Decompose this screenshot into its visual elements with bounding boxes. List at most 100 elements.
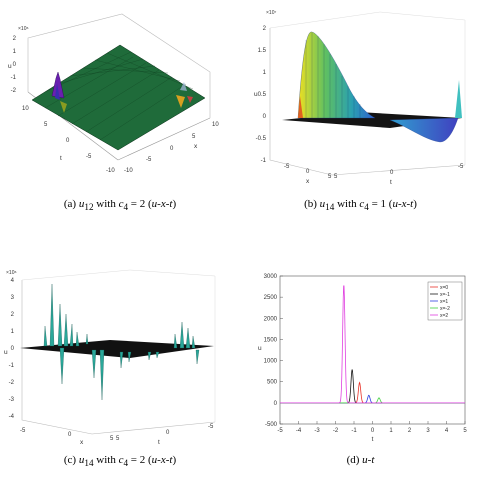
scale-label-a: ×10⁶ [18,26,29,32]
legend-label-3: x=-2 [440,306,450,312]
x-ticks-a: 10 5 0 -5 -10 [124,122,219,174]
svg-text:0: 0 [390,170,394,176]
svg-text:0: 0 [66,138,70,144]
series-line-0 [280,381,465,404]
z-ticks-a: 2 1 0 -1 -2 [11,36,17,94]
svg-text:0.5: 0.5 [258,92,267,98]
z-ticks-c: 4 3 2 1 0 -1 -2 -3 -4 [9,278,15,420]
t-label-c: t [158,439,160,446]
svg-text:0: 0 [263,114,267,120]
svg-text:0: 0 [13,62,17,68]
svg-text:0: 0 [11,346,15,352]
series-line-1 [280,369,465,404]
x-tick-label-5: 0 [371,428,375,434]
legend-label-2: x=1 [440,299,448,305]
svg-text:0: 0 [68,432,72,438]
surface-plot-b: ×10⁷ 2 1.5 1 0.5 0 -0.5 -1 u -5 0 5 x 5 … [254,10,466,186]
x-tick-label-1: -4 [296,428,302,434]
y-tick-label-7: 3000 [264,274,278,280]
x-label-c: x [80,439,84,446]
svg-text:5: 5 [116,436,120,442]
z-label-c: u [4,349,8,356]
scale-label-b: ×10⁷ [266,10,276,16]
y-tick-label-0: -500 [265,422,278,428]
svg-text:5: 5 [110,436,114,442]
svg-text:-1: -1 [11,75,17,81]
svg-text:5: 5 [328,174,332,180]
svg-text:0: 0 [170,146,174,152]
svg-text:5: 5 [334,174,338,180]
t-label-a: t [60,155,62,162]
y-axis-label: u [258,345,262,352]
x-label-b: x [306,178,310,185]
panel-d: -500 0 500 1000 1500 2000 2500 3000 -5 -4 -3 -2 -1 0 1… [240,262,481,478]
x-ticks-c: -5 0 5 [20,428,114,442]
svg-text:5: 5 [44,122,48,128]
svg-text:0: 0 [166,430,170,436]
svg-text:-5: -5 [86,154,92,160]
legend-label-1: x=-1 [440,292,450,298]
svg-text:-5: -5 [284,164,290,170]
panel-c: ×10⁶ 4 3 2 1 0 -1 -2 -3 -4 u -5 0 5 x 5 … [0,262,240,478]
svg-text:1.5: 1.5 [258,48,267,54]
svg-text:-5: -5 [146,157,152,163]
svg-text:-1: -1 [9,363,15,369]
svg-text:3: 3 [11,295,15,301]
surface-plot-a: ×10⁶ 2 1 0 -1 -2 u 10 5 0 -5 -10 t 10 5 … [8,13,219,174]
caption-c: (c) u14 with c4 = 2 (u-x-t) [63,454,177,469]
y-tick-label-3: 1000 [264,359,278,365]
caption-d: (d) u-t [346,454,375,466]
z-ticks-b: 2 1.5 1 0.5 0 -0.5 -1 [256,26,267,164]
svg-text:2: 2 [11,312,15,318]
svg-text:10: 10 [212,122,219,128]
series-line-3 [280,397,465,404]
x-label-a: x [194,143,198,150]
legend-label-4: x=2 [440,313,448,319]
svg-text:-10: -10 [124,168,133,174]
surface-plot-c: ×10⁶ 4 3 2 1 0 -1 -2 -3 -4 u -5 0 5 x 5 … [4,269,216,446]
svg-text:4: 4 [11,278,15,284]
x-ticks-b: -5 0 5 [284,164,332,180]
line-chart-d: -500 0 500 1000 1500 2000 2500 3000 -5 -4 -3 -2 -1 0 1… [258,274,467,443]
svg-text:1: 1 [11,329,15,335]
svg-text:-4: -4 [9,414,15,420]
x-tick-label-8: 3 [426,428,430,434]
svg-text:-3: -3 [9,397,15,403]
z-label-a: u [8,63,12,70]
y-tick-label-1: 0 [274,401,278,407]
t-label-b: t [390,179,392,186]
x-tick-label-7: 2 [408,428,412,434]
panel-b: ×10⁷ 2 1.5 1 0.5 0 -0.5 -1 u -5 0 5 x 5 … [240,0,481,220]
y-tick-label-5: 2000 [264,316,278,322]
panel-a: ×10⁶ 2 1 0 -1 -2 u 10 5 0 -5 -10 t 10 5 … [0,0,240,212]
x-tick-label-6: 1 [389,428,393,434]
svg-text:5: 5 [192,134,196,140]
caption-a: (a) u12 with c4 = 2 (u-x-t) [63,198,177,213]
caption-b: (b) u14 with c4 = 1 (u-x-t) [304,198,417,213]
svg-text:2: 2 [263,26,267,32]
x-tick-label-9: 4 [445,428,449,434]
svg-text:-10: -10 [106,168,115,174]
svg-text:0: 0 [306,169,310,175]
svg-text:-2: -2 [11,88,17,94]
series-line-4 [280,285,465,404]
x-tick-label-2: -3 [314,428,320,434]
y-tick-label-2: 500 [267,380,278,386]
series-line-2 [280,394,465,404]
t-ticks-b: 5 0 -5 [334,164,464,180]
svg-text:1: 1 [263,70,267,76]
svg-text:-5: -5 [458,164,464,170]
y-tick-label-4: 1500 [264,337,278,343]
svg-text:-5: -5 [208,424,214,430]
x-tick-label-3: -2 [333,428,339,434]
x-tick-label-4: -1 [351,428,357,434]
y-tick-label-6: 2500 [264,295,278,301]
svg-text:-1: -1 [261,158,267,164]
t-ticks-c: 5 0 -5 [116,424,214,442]
svg-text:1: 1 [13,49,17,55]
svg-text:-0.5: -0.5 [256,136,267,142]
z-label-b: u [254,91,258,98]
svg-text:-5: -5 [20,428,26,434]
t-ticks-a: 10 5 0 -5 -10 [22,106,115,174]
legend-label-0: x=0 [440,285,448,291]
